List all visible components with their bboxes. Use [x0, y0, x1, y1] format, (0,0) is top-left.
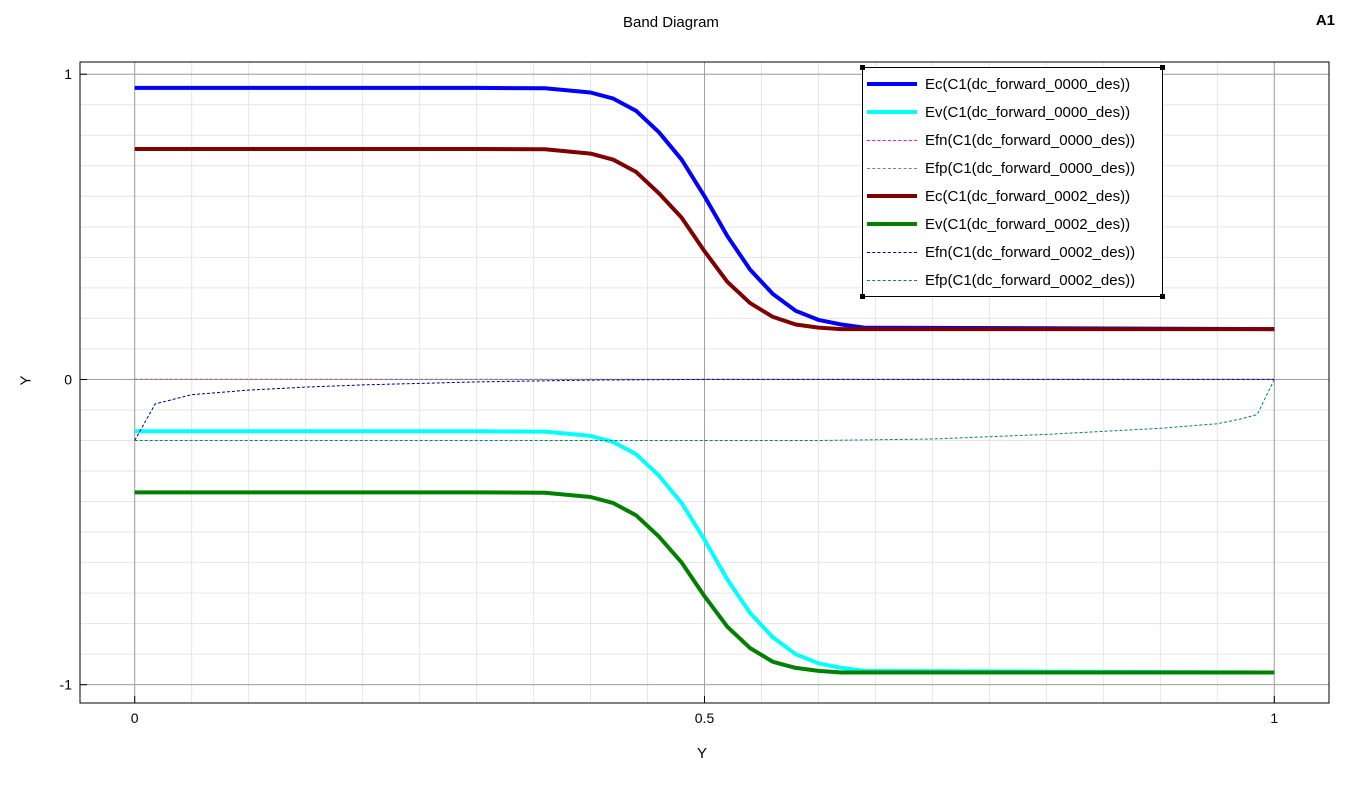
- legend-label: Ev(C1(dc_forward_0000_des)): [925, 103, 1131, 121]
- series-line-5: [134, 490, 1275, 675]
- legend-swatch: [867, 279, 917, 281]
- legend-label: Ev(C1(dc_forward_0002_des)): [925, 215, 1131, 233]
- legend-label: Efn(C1(dc_forward_0000_des)): [925, 131, 1136, 149]
- legend-swatch: [867, 251, 917, 253]
- series-group: [134, 85, 1275, 675]
- y-tick-label: -1: [60, 677, 73, 693]
- legend-item[interactable]: Ev(C1(dc_forward_0002_des)): [863, 210, 1130, 238]
- tick-group: 0 0.5 1 1 0 -1: [60, 66, 1279, 726]
- legend-label: Ec(C1(dc_forward_0002_des)): [925, 187, 1131, 205]
- legend-label: Efn(C1(dc_forward_0002_des)): [925, 243, 1136, 261]
- legend-item[interactable]: Ec(C1(dc_forward_0000_des)): [863, 70, 1130, 98]
- corner-label: A1: [1315, 12, 1335, 29]
- legend-swatch: [867, 139, 917, 141]
- chart-title: Band Diagram: [623, 14, 719, 31]
- legend[interactable]: Ec(C1(dc_forward_0000_des)) Ev(C1(dc_forw…: [860, 65, 1165, 299]
- legend-item[interactable]: Ec(C1(dc_forward_0002_des)): [863, 182, 1130, 210]
- series-line-6: [134, 378, 1275, 441]
- legend-resize-handle[interactable]: [1160, 65, 1165, 70]
- series-line-0: [134, 85, 1275, 332]
- legend-resize-handle[interactable]: [860, 65, 865, 70]
- y-tick-label: 0: [64, 371, 72, 387]
- x-tick-label: 1: [1270, 710, 1278, 726]
- series-line-7: [134, 379, 1275, 441]
- legend-label: Efp(C1(dc_forward_0002_des)): [925, 271, 1136, 289]
- legend-resize-handle[interactable]: [860, 294, 865, 299]
- y-tick-label: 1: [64, 66, 72, 82]
- legend-item[interactable]: Efp(C1(dc_forward_0000_des)): [863, 154, 1135, 182]
- legend-label: Ec(C1(dc_forward_0000_des)): [925, 75, 1131, 93]
- x-tick-label: 0.5: [695, 710, 715, 726]
- legend-swatch: [867, 110, 917, 114]
- legend-swatch: [867, 222, 917, 226]
- legend-label: Efp(C1(dc_forward_0000_des)): [925, 159, 1136, 177]
- legend-swatch: [867, 167, 917, 169]
- y-axis-label: Y: [17, 375, 35, 386]
- legend-swatch: [867, 194, 917, 198]
- x-tick-label: 0: [131, 710, 139, 726]
- legend-item[interactable]: Efp(C1(dc_forward_0002_des)): [863, 266, 1135, 294]
- legend-resize-handle[interactable]: [1160, 294, 1165, 299]
- x-axis-label: Y: [696, 745, 707, 762]
- legend-item[interactable]: Ev(C1(dc_forward_0000_des)): [863, 98, 1130, 126]
- legend-swatch: [867, 82, 917, 86]
- legend-item[interactable]: Efn(C1(dc_forward_0000_des)): [863, 126, 1135, 154]
- legend-item[interactable]: Efn(C1(dc_forward_0002_des)): [863, 238, 1135, 266]
- series-line-4: [134, 147, 1275, 332]
- series-line-1: [134, 429, 1275, 675]
